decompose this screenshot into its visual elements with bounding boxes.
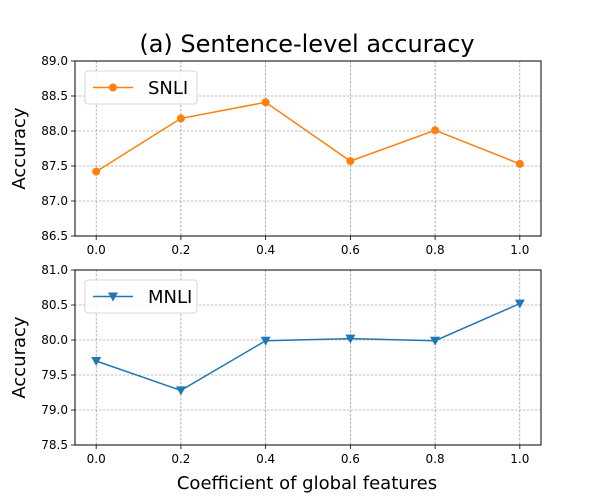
x-tick-label: 0.0 [87, 452, 106, 466]
legend-label: SNLI [148, 78, 188, 99]
data-point [92, 167, 101, 176]
x-tick-label: 1.0 [510, 452, 529, 466]
plot-frame [74, 60, 542, 237]
y-tick-label: 87.5 [41, 159, 68, 173]
data-point [515, 159, 524, 168]
y-tick-label: 81.0 [41, 263, 68, 277]
data-point [431, 126, 440, 135]
y-axis-label: Accuracy [9, 316, 30, 399]
data-point [345, 334, 356, 344]
series-line [95, 101, 521, 173]
x-tick-label: 1.0 [510, 243, 529, 257]
x-tick-label: 0.2 [171, 243, 190, 257]
x-axis-label: Coefficient of global features [177, 473, 437, 494]
legend-box [84, 279, 198, 314]
snli-panel: 0.0 0.2 0.4 0.6 0.8 1.0 86.5 87.0 87.5 88.0 88.5 89… [9, 54, 542, 257]
legend-label: MNLI [148, 287, 192, 308]
x-tick-label: 0.4 [256, 452, 275, 466]
x-tick-label: 0.8 [426, 452, 445, 466]
y-tick-label: 88.5 [41, 89, 68, 103]
data-point [91, 357, 102, 366]
data-point [514, 299, 525, 309]
y-tick-label: 78.5 [41, 438, 68, 452]
y-tick-label: 80.5 [41, 298, 68, 312]
legend-marker [109, 83, 117, 92]
legend-box [84, 70, 198, 105]
y-tick-label: 86.5 [41, 229, 68, 243]
y-tick-label: 89.0 [41, 54, 68, 68]
y-tick-label: 80.0 [41, 333, 68, 347]
y-tick-label: 79.0 [41, 403, 68, 417]
x-tick-label: 0.4 [256, 243, 275, 257]
data-point [260, 336, 271, 346]
x-tick-label: 0.2 [171, 452, 190, 466]
y-axis-label: Accuracy [9, 107, 30, 190]
data-point [261, 98, 270, 107]
y-tick-label: 87.0 [41, 194, 68, 208]
x-tick-label: 0.6 [341, 243, 360, 257]
y-tick-label: 79.5 [41, 368, 68, 382]
mnli-panel: 0.0 0.2 0.4 0.6 0.8 1.0 78.5 79.0 79.5 80.0 80.5 81… [9, 263, 542, 466]
data-point [175, 386, 186, 396]
series-line [95, 302, 521, 392]
y-tick-label: 88.0 [41, 124, 68, 138]
legend-marker [108, 292, 118, 302]
x-tick-label: 0.8 [426, 243, 445, 257]
data-point [430, 336, 441, 346]
data-point [346, 157, 355, 166]
figure-title: (a) Sentence-level accuracy [139, 30, 474, 58]
data-point [176, 114, 185, 123]
x-tick-label: 0.6 [341, 452, 360, 466]
plot-frame [74, 269, 542, 446]
x-tick-label: 0.0 [87, 243, 106, 257]
